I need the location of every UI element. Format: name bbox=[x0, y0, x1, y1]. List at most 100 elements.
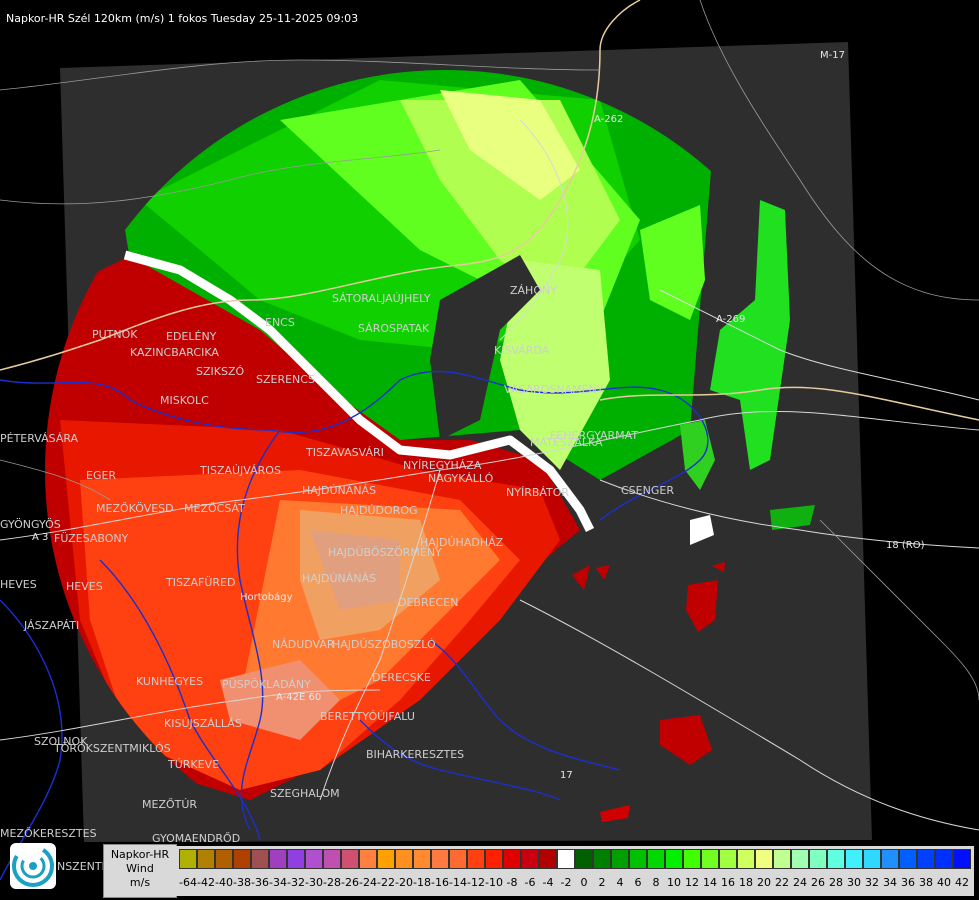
scale-tick-label: -4 bbox=[542, 876, 554, 889]
scale-tick-label: -64 bbox=[179, 876, 197, 889]
scale-swatch bbox=[935, 849, 953, 869]
place-label: TÖRÖKSZENTMIKLÓS bbox=[53, 742, 171, 755]
scale-swatch bbox=[611, 849, 629, 869]
place-label: BERETTYÓÚJFALU bbox=[320, 710, 415, 723]
scale-swatch bbox=[521, 849, 539, 869]
place-label: SÁTORALJAÚJHELY bbox=[332, 292, 431, 305]
scale-swatch bbox=[539, 849, 557, 869]
place-label: GYÖNGYÖS bbox=[0, 518, 61, 531]
place-label: HEVES bbox=[0, 578, 37, 591]
scale-tick-label: 4 bbox=[616, 876, 624, 889]
scale-tick-label: -32 bbox=[287, 876, 305, 889]
place-label: VÁSÁROSNAMÉNY bbox=[504, 383, 604, 396]
place-label: TISZAFÜRED bbox=[165, 576, 235, 589]
scale-swatch bbox=[719, 849, 737, 869]
scale-swatch bbox=[305, 849, 323, 869]
place-label: SZERENCS bbox=[256, 373, 315, 386]
road-label: A-269 bbox=[716, 314, 745, 325]
place-label: HAJDÚNÁNÁS bbox=[302, 572, 376, 585]
place-label: PUTNOK bbox=[92, 328, 138, 341]
place-label: MÁTÉSZALKA bbox=[530, 436, 603, 449]
scale-swatch bbox=[395, 849, 413, 869]
scale-tick-label: 6 bbox=[634, 876, 642, 889]
scale-swatch bbox=[485, 849, 503, 869]
scale-swatch bbox=[899, 849, 917, 869]
scale-swatch bbox=[269, 849, 287, 869]
place-label: NYÍRBÁTOR bbox=[506, 486, 569, 499]
place-label: NÁDUDVAR bbox=[272, 638, 335, 651]
place-label: HAJDÚDOROG bbox=[340, 504, 418, 517]
borders bbox=[0, 0, 979, 421]
scale-swatch bbox=[323, 849, 341, 869]
scale-swatch bbox=[647, 849, 665, 869]
scale-swatch bbox=[233, 849, 251, 869]
scale-tick-label: -40 bbox=[215, 876, 233, 889]
scale-swatch bbox=[557, 849, 575, 869]
county-borders bbox=[0, 0, 979, 701]
scale-tick-label: 20 bbox=[757, 876, 771, 889]
scale-tick-label: 22 bbox=[775, 876, 789, 889]
place-label: SÁROSPATAK bbox=[358, 322, 430, 335]
place-label: FEHÉRGYARMAT bbox=[550, 429, 638, 442]
place-label: HEVES bbox=[66, 580, 103, 593]
scale-swatch bbox=[287, 849, 305, 869]
place-label: CSENGER bbox=[621, 484, 674, 497]
zero-velocity-line bbox=[123, 250, 595, 533]
scale-swatch bbox=[593, 849, 611, 869]
place-label: JÁSZAPÁTI bbox=[23, 619, 79, 632]
place-label: NAGYKÁLLÓ bbox=[428, 472, 494, 485]
scale-tick-label: 42 bbox=[955, 876, 969, 889]
scale-tick-label: 18 bbox=[739, 876, 753, 889]
scale-swatch bbox=[449, 849, 467, 869]
scale-tick-label: 30 bbox=[847, 876, 861, 889]
place-label: TISZAVASVÁRI bbox=[305, 446, 384, 459]
scale-tick-label: -34 bbox=[269, 876, 287, 889]
scale-swatch bbox=[683, 849, 701, 869]
place-label: BIHARKERESZTES bbox=[366, 748, 464, 761]
place-label: PÉTERVÁSÁRA bbox=[0, 432, 79, 445]
legend-title-box: Napkor-HR Wind m/s bbox=[103, 844, 177, 898]
scale-tick-label: 2 bbox=[598, 876, 606, 889]
scale-tick-label: 34 bbox=[883, 876, 897, 889]
place-label: HAJDÚNÁNÁS bbox=[302, 484, 376, 497]
scale-tick-label: 8 bbox=[652, 876, 660, 889]
scale-tick-label: -26 bbox=[341, 876, 359, 889]
scale-swatch bbox=[413, 849, 431, 869]
place-label: MEZŐTÚR bbox=[142, 797, 197, 811]
scale-swatch bbox=[629, 849, 647, 869]
scale-swatch bbox=[791, 849, 809, 869]
scale-swatch bbox=[251, 849, 269, 869]
scale-tick-label: -42 bbox=[197, 876, 215, 889]
place-label: ENCS bbox=[265, 316, 295, 329]
scale-tick-label: -14 bbox=[449, 876, 467, 889]
scale-swatch bbox=[215, 849, 233, 869]
place-label: KUNHEGYES bbox=[136, 675, 203, 688]
place-label: EGER bbox=[86, 469, 116, 482]
scale-tick-label: -18 bbox=[413, 876, 431, 889]
legend-subtitle: Wind bbox=[126, 862, 154, 875]
place-label: TÚRKEVE bbox=[167, 758, 219, 771]
place-label: HAJDÚBÖSZÖRMÉNY bbox=[328, 546, 442, 559]
scale-tick-label: -30 bbox=[305, 876, 323, 889]
place-label: EDELÉNY bbox=[166, 330, 217, 343]
road-label: M-17 bbox=[820, 50, 845, 61]
place-label: KISVÁRDA bbox=[494, 344, 550, 357]
scale-swatch bbox=[179, 849, 197, 869]
color-scale: -64 -42 -40 -38 -36 -34 -32 -30 -28 -26 -24 -22 -20-… bbox=[176, 846, 974, 896]
scale-tick-label: -24 bbox=[359, 876, 377, 889]
place-label: DERECSKE bbox=[372, 671, 431, 684]
scale-tick-label: 26 bbox=[811, 876, 825, 889]
scale-tick-label: 12 bbox=[685, 876, 699, 889]
road-label: Hortobágy bbox=[240, 591, 293, 603]
scale-swatch bbox=[809, 849, 827, 869]
scale-tick-label: 24 bbox=[793, 876, 807, 889]
scale-tick-label: 32 bbox=[865, 876, 879, 889]
scale-swatch bbox=[773, 849, 791, 869]
scale-swatch bbox=[431, 849, 449, 869]
place-labels: ZÁHONY SÁTORALJAÚJHELY SÁROSPATAK KISVÁRDA V… bbox=[0, 284, 674, 873]
scale-swatch bbox=[755, 849, 773, 869]
road-label: A-262 bbox=[594, 114, 623, 125]
place-label: SZIKSZÓ bbox=[196, 365, 244, 378]
